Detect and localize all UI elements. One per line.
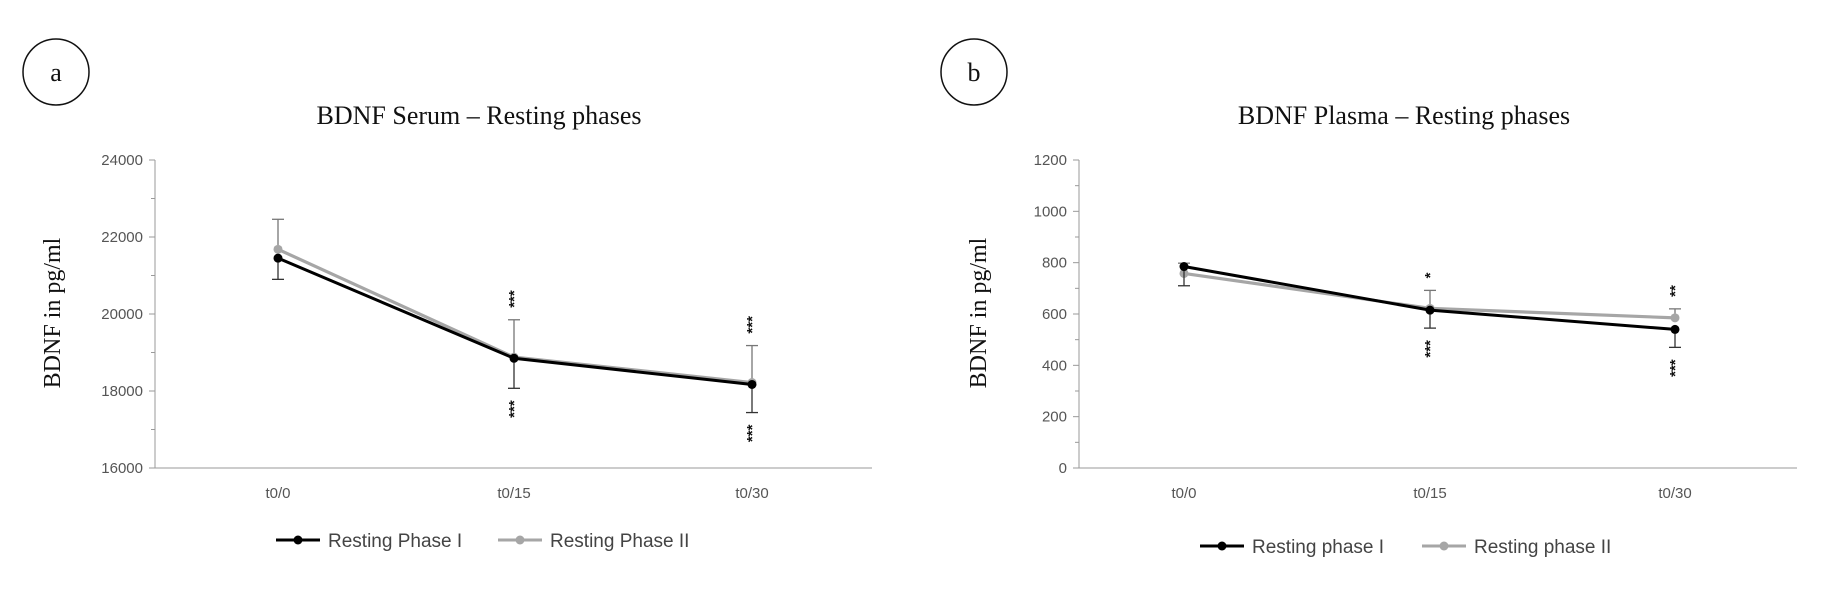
- panel-a-letter: a: [50, 58, 62, 87]
- y-tick-label: 600: [1042, 306, 1067, 323]
- legend-marker: [1439, 541, 1449, 551]
- x-tick-label: t0/30: [735, 485, 768, 502]
- data-point: [1670, 313, 1680, 323]
- panel-b-letter: b: [968, 58, 981, 87]
- legend-marker: [293, 535, 303, 545]
- legend-label: Resting Phase II: [550, 531, 689, 552]
- y-tick-label: 800: [1042, 255, 1067, 272]
- data-point: [509, 353, 519, 363]
- y-tick-label: 1000: [1034, 203, 1067, 220]
- y-tick-label: 200: [1042, 409, 1067, 426]
- panel-b-circle: [940, 38, 1008, 106]
- significance-marker: ***: [1422, 340, 1439, 358]
- legend-marker: [1217, 541, 1227, 551]
- chart-panel-a: a BDNF Serum – Resting phases BDNF in pg…: [22, 38, 872, 552]
- panel-a-circle: [22, 38, 90, 106]
- legend-label: Resting Phase I: [328, 531, 462, 552]
- y-tick-label: 20000: [101, 306, 143, 323]
- legend-label: Resting phase I: [1252, 537, 1384, 558]
- y-tick-label: 400: [1042, 357, 1067, 374]
- significance-marker: ***: [506, 400, 523, 418]
- significance-marker: ***: [1667, 359, 1684, 377]
- significance-marker: ***: [506, 290, 523, 308]
- x-tick-label: t0/30: [1658, 485, 1691, 502]
- data-point: [273, 253, 283, 263]
- y-tick-label: 16000: [101, 460, 143, 477]
- chart-title-b: BDNF Plasma – Resting phases: [1238, 101, 1570, 130]
- data-point: [1425, 305, 1435, 315]
- legend-label: Resting phase II: [1474, 537, 1611, 558]
- significance-marker: *: [1422, 272, 1439, 278]
- y-axis-label-a: BDNF in pg/ml: [40, 237, 66, 388]
- data-point: [747, 379, 757, 389]
- y-tick-label: 0: [1059, 460, 1067, 477]
- chart-panel-b: b BDNF Plasma – Resting phases BDNF in p…: [940, 38, 1797, 558]
- y-tick-label: 22000: [101, 229, 143, 246]
- x-tick-label: t0/15: [497, 485, 530, 502]
- y-tick-label: 24000: [101, 152, 143, 169]
- y-tick-label: 18000: [101, 383, 143, 400]
- data-point: [1179, 262, 1189, 272]
- chart-title-a: BDNF Serum – Resting phases: [317, 101, 642, 130]
- series-line-1: [277, 256, 753, 386]
- y-tick-label: 1200: [1034, 152, 1067, 169]
- significance-marker: **: [1667, 285, 1684, 297]
- x-tick-label: t0/15: [1413, 485, 1446, 502]
- data-point: [273, 244, 283, 254]
- significance-marker: ***: [744, 316, 761, 334]
- y-axis-label-b: BDNF in pg/ml: [966, 237, 992, 388]
- x-tick-label: t0/0: [1171, 485, 1196, 502]
- significance-marker: ***: [744, 424, 761, 442]
- x-tick-label: t0/0: [265, 485, 290, 502]
- data-point: [1670, 324, 1680, 334]
- legend-marker: [515, 535, 525, 545]
